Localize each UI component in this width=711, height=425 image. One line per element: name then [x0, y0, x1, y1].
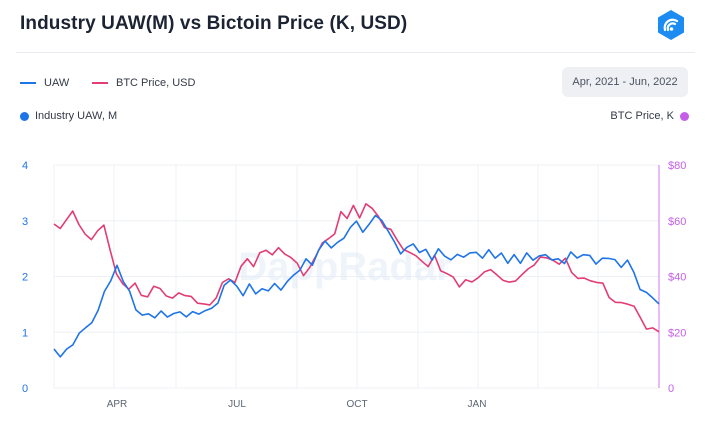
right-tick-label: $60	[668, 216, 686, 228]
legend-item-btc[interactable]: BTC Price, USD	[92, 77, 195, 89]
right-tick-label: $20	[668, 327, 686, 339]
right-tick-label: $80	[668, 160, 686, 172]
right-axis-title-label: BTC Price, K	[610, 110, 674, 122]
right-tick-label: 0	[668, 383, 674, 395]
x-tick-label: JUL	[228, 399, 246, 410]
legend-label-uaw: UAW	[44, 77, 70, 89]
right-axis-dot	[680, 111, 689, 121]
chart-series	[53, 203, 660, 358]
left-tick-label: 3	[22, 216, 28, 228]
left-axis-title: Industry UAW, M	[20, 110, 117, 122]
left-axis-dot	[20, 111, 29, 121]
x-tick-label: OCT	[346, 399, 367, 410]
header-divider	[16, 52, 695, 53]
chart-grid	[53, 164, 660, 389]
x-tick-label: APR	[107, 399, 128, 410]
series-line-btc-price	[53, 203, 660, 333]
left-tick-label: 1	[22, 327, 28, 339]
left-tick-label: 4	[22, 160, 28, 172]
legend-item-uaw[interactable]: UAW	[20, 77, 69, 89]
date-range-selector[interactable]: Apr, 2021 - Jun, 2022	[562, 67, 688, 97]
left-axis-title-label: Industry UAW, M	[35, 110, 118, 122]
right-axis-title: BTC Price, K	[610, 110, 689, 122]
right-tick-label: $40	[668, 272, 686, 284]
dappradar-logo-icon[interactable]	[655, 9, 687, 41]
left-tick-label: 0	[22, 383, 28, 395]
legend-label-btc: BTC Price, USD	[116, 77, 196, 89]
left-tick-label: 2	[22, 272, 28, 284]
legend-swatch-uaw	[20, 82, 36, 84]
legend-swatch-btc	[92, 82, 108, 84]
x-tick-label: JAN	[468, 399, 487, 410]
chart-ticks: 0 1 2 3 4 0 $20 $40 $60 $80 APR JUL OCT JAN	[22, 160, 686, 410]
page-title: Industry UAW(M) vs Bictoin Price (K, USD…	[20, 13, 408, 34]
series-line-uaw	[53, 214, 660, 358]
